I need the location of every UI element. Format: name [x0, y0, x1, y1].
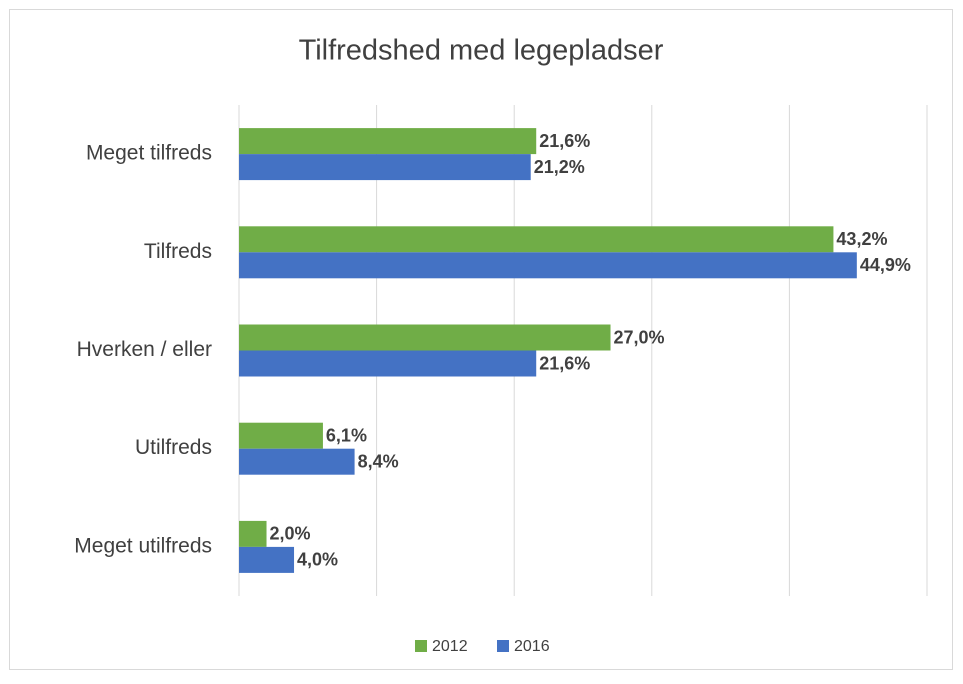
y-tick-label: Meget utilfreds: [74, 534, 212, 557]
bar: [239, 154, 531, 181]
bar: [239, 226, 834, 253]
data-label: 2,0%: [270, 524, 311, 544]
bar: [239, 422, 323, 449]
y-tick-label: Tilfreds: [144, 240, 212, 263]
legend-label: 2016: [514, 638, 550, 655]
data-label: 21,6%: [539, 353, 590, 373]
data-label: 8,4%: [358, 451, 399, 471]
bar: [239, 546, 295, 573]
data-label: 27,0%: [614, 327, 665, 347]
y-tick-label: Meget tilfreds: [86, 142, 212, 165]
legend-label: 2012: [432, 638, 468, 655]
bar: [239, 448, 355, 475]
y-tick-label: Hverken / eller: [77, 338, 212, 361]
bar: [239, 520, 267, 547]
data-label: 4,0%: [297, 550, 338, 570]
legend-swatch: [415, 640, 427, 652]
data-label: 21,2%: [534, 157, 585, 177]
y-tick-label: Utilfreds: [135, 436, 212, 459]
data-label: 21,6%: [539, 131, 590, 151]
bar: [239, 350, 537, 377]
legend-swatch: [497, 640, 509, 652]
data-label: 43,2%: [836, 229, 887, 249]
bar: [239, 252, 857, 279]
data-label: 6,1%: [326, 425, 367, 445]
bar: [239, 324, 611, 351]
data-label: 44,9%: [860, 255, 911, 275]
bar: [239, 128, 537, 155]
chart-title: Tilfredshed med legepladser: [299, 35, 664, 67]
